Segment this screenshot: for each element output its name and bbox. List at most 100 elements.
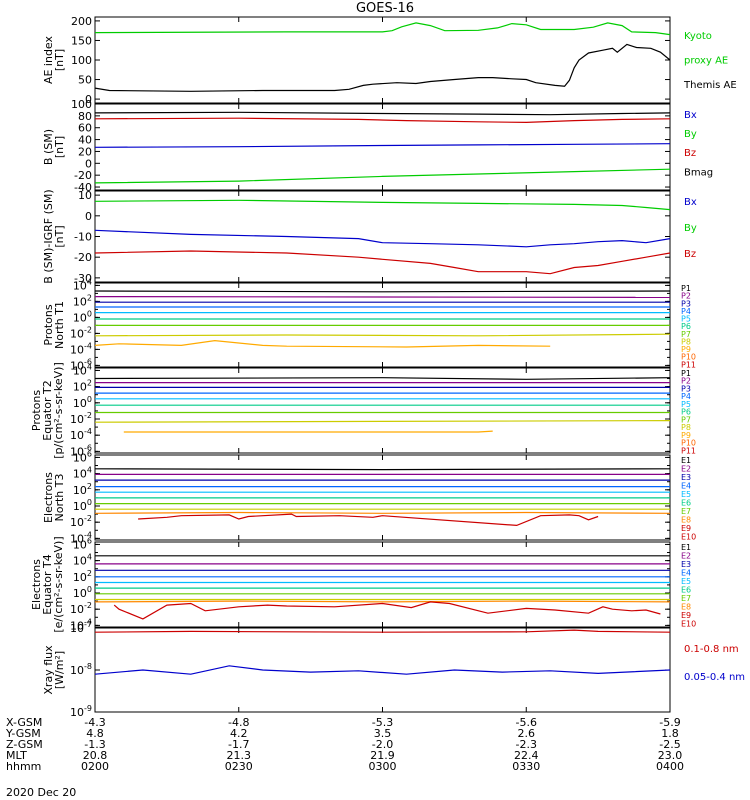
y-tick-label: 100 — [73, 585, 92, 600]
x-axis-value: -5.6 — [516, 716, 537, 729]
x-axis-value: 4.8 — [86, 727, 104, 740]
legend-entry: P7 — [681, 330, 691, 339]
legend-entry: P5 — [681, 315, 691, 324]
x-axis-row-label: Z-GSM — [6, 738, 43, 751]
x-axis-value: 22.4 — [514, 749, 539, 762]
series-p8 — [94, 333, 671, 337]
y-axis-label: [W/m²] — [53, 651, 66, 689]
legend-entry: E10 — [681, 533, 696, 542]
x-axis-value: -4.8 — [228, 716, 249, 729]
legend-entry: E2 — [681, 465, 691, 474]
legend-entry: E7 — [681, 507, 691, 516]
series-p8 — [94, 420, 671, 423]
y-tick-label: 200 — [71, 15, 92, 28]
x-axis-value: 23.0 — [658, 749, 683, 762]
y-tick-label: 50 — [78, 74, 92, 87]
series-p9 — [94, 339, 551, 348]
series-p9 — [123, 430, 493, 433]
y-tick-label: -10 — [74, 231, 92, 244]
y-tick-label: 106 — [73, 449, 92, 464]
series-themis-ae — [94, 43, 671, 92]
legend-entry: 0.05-0.4 nm — [684, 672, 745, 683]
series-by — [94, 199, 671, 211]
series-e9 — [94, 511, 671, 514]
series-e9 — [94, 600, 671, 603]
y-tick-label: -20 — [74, 169, 92, 182]
legend-entry: Bx — [684, 197, 697, 208]
y-axis-label: AE index — [42, 35, 55, 84]
x-axis-value: -2.5 — [659, 738, 680, 751]
legend-entry: By — [684, 223, 697, 234]
x-axis-value: -1.7 — [228, 738, 249, 751]
series-0-05-0-4-nm — [94, 665, 671, 675]
date-label: 2020 Dec 20 — [6, 786, 76, 799]
legend-entry: P9 — [681, 431, 691, 440]
y-tick-label: 10-2 — [70, 601, 92, 616]
legend-entry: P10 — [681, 353, 696, 362]
legend-entry: P6 — [681, 322, 691, 331]
legend-entry: P11 — [681, 360, 696, 369]
legend-entry: Kyoto — [684, 31, 712, 42]
x-axis-value: 1.8 — [661, 727, 679, 740]
series-kyoto-proxy-ae — [94, 22, 671, 36]
y-axis-label: Equator T4 — [41, 554, 54, 614]
y-tick-label: -40 — [74, 181, 92, 194]
legend-entry: P5 — [681, 400, 691, 409]
y-axis-label: Xray flux — [42, 645, 55, 695]
y-tick-label: 0 — [85, 210, 92, 223]
legend-entry: P2 — [681, 377, 691, 386]
legend-entry: E5 — [681, 490, 691, 499]
y-tick-label: 10 — [78, 189, 92, 202]
legend-entry: E8 — [681, 516, 691, 525]
series-bz — [94, 250, 671, 275]
legend-entry: E1 — [681, 543, 691, 552]
series-p1 — [94, 290, 671, 293]
y-tick-label: 104 — [73, 466, 92, 481]
x-axis-value: 0230 — [225, 760, 253, 773]
y-axis-label: [nT] — [53, 49, 66, 71]
y-tick-label: -30 — [74, 272, 92, 285]
y-tick-label: 20 — [78, 145, 92, 158]
panel-frame — [94, 16, 671, 104]
y-tick-label: 100 — [73, 498, 92, 513]
y-tick-label: 10-7 — [70, 620, 92, 635]
legend-entry: E6 — [681, 586, 691, 595]
x-axis-value: 0330 — [512, 760, 540, 773]
x-axis-value: 0300 — [369, 760, 397, 773]
y-tick-label: 60 — [78, 122, 92, 135]
y-axis-label: [nT] — [53, 136, 66, 158]
y-tick-label: 80 — [78, 110, 92, 123]
legend-entry: E8 — [681, 603, 691, 612]
series-bx — [94, 229, 671, 248]
legend-entry: P3 — [681, 299, 691, 308]
legend-entry: By — [684, 129, 697, 140]
legend-entry: E2 — [681, 552, 691, 561]
y-axis-label: Equator T2 — [41, 380, 54, 440]
y-axis-label: [e/(cm²-s-sr-keV)] — [52, 536, 65, 632]
panel-3: 10 0 -10 -20 -30 B (SM)-IGRF (SM)[nT] Bx By Bz — [42, 189, 697, 285]
legend-entry: E4 — [681, 569, 691, 578]
legend-entry: P4 — [681, 392, 691, 401]
y-axis-label: Protons — [42, 304, 55, 345]
series-0-1-0-8-nm — [94, 629, 671, 633]
y-tick-label: 100 — [71, 98, 92, 111]
series-e10 — [113, 601, 661, 620]
legend-entry: Themis AE — [683, 80, 737, 91]
y-tick-label: 102 — [73, 379, 92, 394]
legend-entry: P1 — [681, 284, 691, 293]
panel-frame — [94, 367, 671, 454]
legend-entry: P6 — [681, 408, 691, 417]
legend-entry: E4 — [681, 482, 691, 491]
legend-entry: P10 — [681, 439, 696, 448]
y-tick-label: 100 — [73, 395, 92, 410]
legend-entry: proxy AE — [684, 56, 728, 67]
y-tick-label: 104 — [73, 553, 92, 568]
x-axis-value: 0400 — [656, 760, 684, 773]
y-axis-label: B (SM)-IGRF (SM) — [42, 189, 55, 283]
